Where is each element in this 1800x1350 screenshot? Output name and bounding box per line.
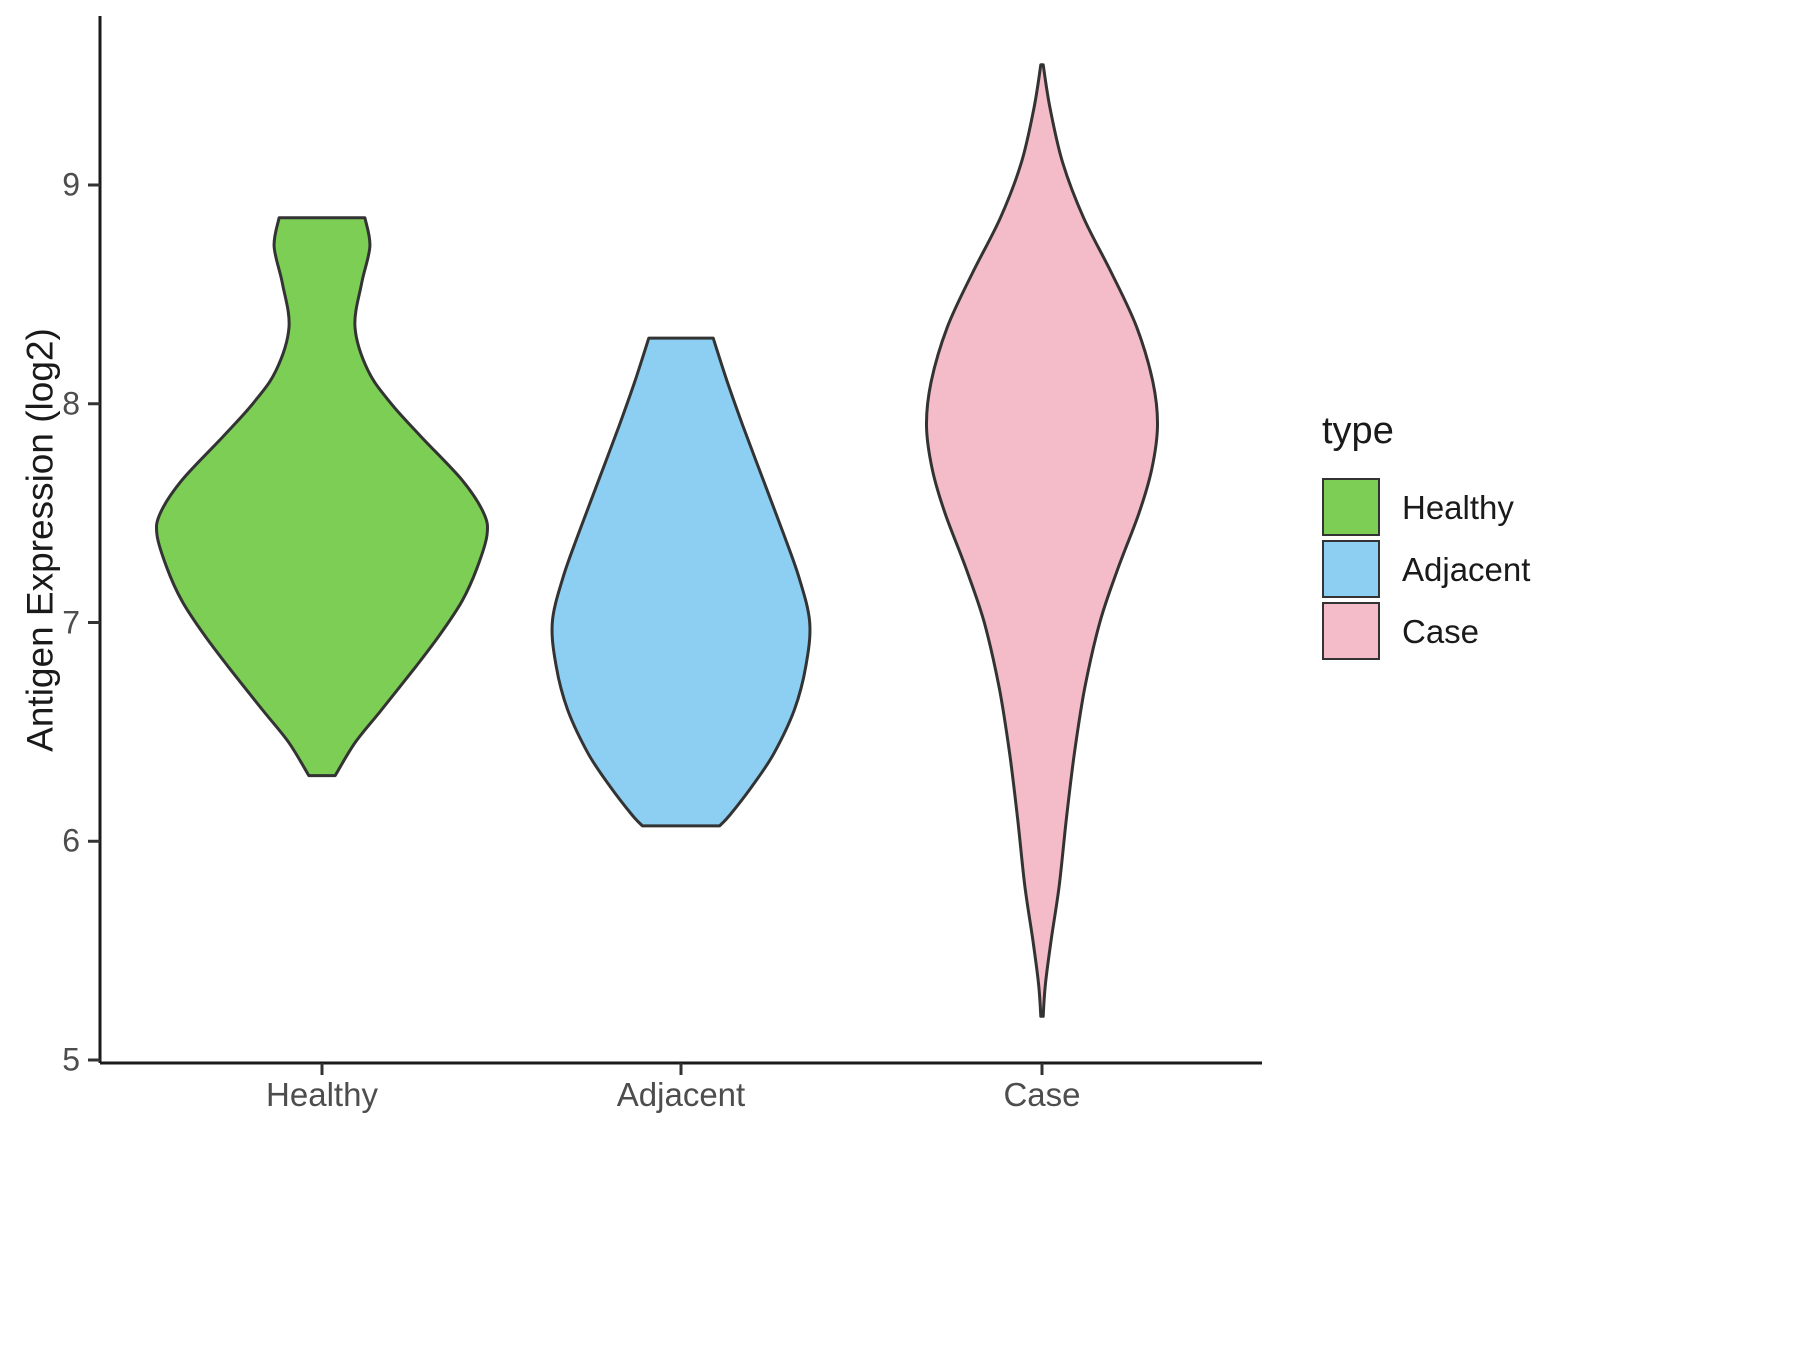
legend-label-adjacent: Adjacent	[1402, 550, 1531, 588]
legend-title: type	[1322, 410, 1394, 452]
violin-adjacent	[550, 336, 812, 828]
legend-label-case: Case	[1402, 612, 1480, 650]
y-tick-label-7: 7	[62, 604, 80, 641]
y-tick-label-5: 5	[62, 1041, 80, 1078]
violin-healthy	[154, 216, 490, 778]
x-tick-label-adjacent: Adjacent	[616, 1076, 746, 1113]
x-tick-label-healthy: Healthy	[266, 1076, 378, 1113]
x-tick-label-case: Case	[1003, 1076, 1081, 1113]
y-tick-label-9: 9	[62, 166, 80, 203]
legend-swatch-case	[1322, 602, 1380, 660]
legend-item-adjacent: Adjacent	[1322, 538, 1530, 600]
legend-item-healthy: Healthy	[1322, 476, 1530, 538]
legend-item-case: Case	[1322, 600, 1530, 662]
legend-label-healthy: Healthy	[1402, 488, 1514, 526]
legend-swatch-adjacent	[1322, 540, 1380, 598]
legend-swatch-healthy	[1322, 478, 1380, 536]
legend: type Healthy Adjacent Case	[1322, 412, 1530, 662]
violin-case	[924, 63, 1160, 1018]
y-axis-title: Antigen Expression (log2)	[19, 328, 61, 752]
y-tick-label-6: 6	[62, 822, 80, 859]
y-tick-label-8: 8	[62, 385, 80, 422]
